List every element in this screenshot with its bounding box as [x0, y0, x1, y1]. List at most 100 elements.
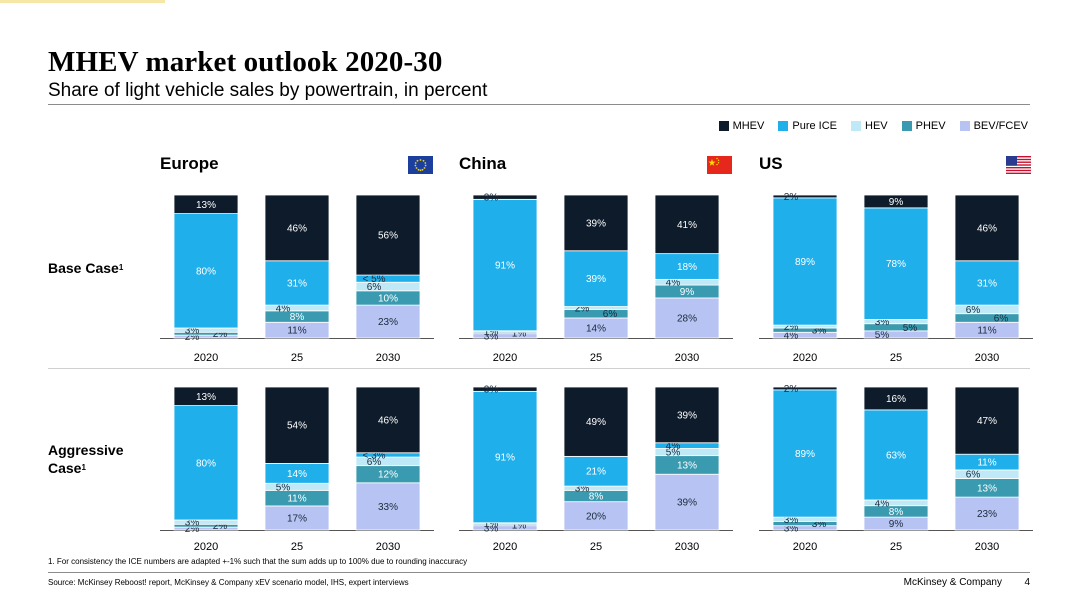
bar-segment-pure-ice [472, 390, 538, 524]
data-label: 91% [495, 261, 515, 272]
row-label-base-case: Base Case1 [48, 259, 123, 277]
data-label: 4% [666, 441, 681, 452]
data-label: < 5% [362, 274, 385, 285]
data-label: 1% [512, 520, 527, 531]
data-label: 9% [889, 519, 904, 530]
data-label: 46% [378, 415, 398, 426]
source-note: Source: McKinsey Reboost! report, McKins… [48, 578, 409, 587]
data-label: 14% [287, 469, 307, 480]
bar-segment-hev [954, 304, 1020, 315]
data-label: 6% [966, 305, 981, 316]
data-label: 13% [677, 460, 697, 471]
bar-segment-phev [772, 327, 838, 333]
data-label: 13% [977, 483, 997, 494]
category-label: 2020 [493, 352, 517, 364]
brand-name: McKinsey & Company [903, 577, 1002, 588]
bar-segment-pure-ice [563, 455, 629, 487]
bar-segment-hev [563, 306, 629, 310]
data-label: 2% [784, 384, 799, 395]
data-label: 80% [196, 458, 216, 469]
data-label: 5% [875, 330, 890, 341]
region-title-china: China [459, 154, 507, 173]
legend-label: BEV/FCEV [973, 120, 1028, 132]
data-label: 11% [287, 326, 306, 337]
category-label: 25 [590, 352, 602, 364]
bar-segment-pure-ice [654, 442, 720, 449]
data-label: 10% [378, 293, 398, 304]
bar-segment-bev-fcev [654, 473, 720, 531]
data-label: 78% [886, 259, 906, 270]
bar-segment-hev [264, 304, 330, 312]
data-label: 89% [795, 449, 815, 460]
data-label: 2% [784, 192, 799, 203]
category-label: 2030 [675, 352, 699, 364]
bar-segment-mhev [654, 386, 720, 444]
bar-segment-hev [954, 469, 1020, 479]
data-label: 12% [378, 470, 398, 481]
legend-item-phev: PHEV [901, 120, 946, 132]
bar-segment-hev [563, 485, 629, 491]
bar-segment-mhev [954, 194, 1020, 262]
legend-item-hev: HEV [851, 120, 888, 132]
data-label: 39% [677, 498, 697, 509]
data-label: 3% [484, 385, 499, 396]
bar-segment-bev-fcev [863, 330, 929, 339]
data-label: 63% [886, 450, 906, 461]
data-label: 8% [889, 507, 904, 518]
footnote: 1. For consistency the ICE numbers are a… [48, 557, 468, 566]
bar-segment-hev [173, 519, 239, 525]
us-flag-icon [1006, 156, 1031, 174]
data-label: 11% [287, 494, 306, 505]
bar-segment-pure-ice [563, 250, 629, 307]
footnote-marker: 1 [81, 463, 86, 472]
category-label: 2020 [194, 541, 218, 553]
data-label: 2% [213, 329, 228, 340]
data-label: 21% [586, 467, 606, 478]
bar-segment-pure-ice [954, 260, 1020, 306]
data-label: 4% [784, 331, 799, 342]
data-label: 5% [666, 448, 681, 459]
bar-segment-pure-ice [772, 389, 838, 518]
data-label: 6% [367, 282, 382, 293]
region-title-europe: Europe [160, 154, 219, 173]
bar-segment-hev [264, 482, 330, 491]
bar-segment-bev-fcev [772, 525, 838, 531]
data-label: 6% [994, 313, 1009, 324]
data-label: 1% [484, 519, 499, 530]
data-label: 56% [378, 231, 398, 242]
data-label: 9% [680, 287, 695, 298]
category-label: 25 [890, 352, 902, 364]
data-label: 1% [484, 327, 499, 338]
bar-segment-mhev [772, 386, 838, 391]
legend-item-pure-ice: Pure ICE [778, 120, 837, 132]
bar-segment-mhev [772, 194, 838, 199]
data-label: 2% [185, 524, 200, 535]
eu-flag-icon [408, 156, 433, 174]
bar-segment-bev-fcev [173, 334, 239, 339]
data-label: 1% [512, 328, 527, 339]
data-label: 13% [196, 392, 216, 403]
category-label: 25 [291, 352, 303, 364]
data-label: 9% [889, 197, 904, 208]
legend-item-mhev: MHEV [718, 120, 764, 132]
bar-segment-mhev [863, 194, 929, 209]
page-title: MHEV market outlook 2020-30 [48, 46, 443, 78]
data-label: 47% [977, 416, 997, 427]
legend-swatch [959, 121, 970, 131]
data-label: 2% [784, 322, 799, 333]
bar-segment-mhev [954, 386, 1020, 455]
data-label: 5% [903, 323, 918, 334]
bar-segment-bev-fcev [173, 526, 239, 531]
bar-segment-mhev [173, 194, 239, 214]
bar-segment-pure-ice [472, 198, 538, 332]
bar-segment-hev [863, 319, 929, 325]
bar-segment-hev [654, 448, 720, 457]
data-label: 39% [586, 274, 606, 285]
data-label: 3% [185, 518, 200, 529]
row-label-line: Case [48, 460, 82, 476]
data-label: 80% [196, 266, 216, 277]
category-label: 2020 [194, 352, 218, 364]
data-label: 3% [575, 484, 590, 495]
category-label: 2020 [793, 352, 817, 364]
bar-segment-pure-ice [863, 409, 929, 501]
